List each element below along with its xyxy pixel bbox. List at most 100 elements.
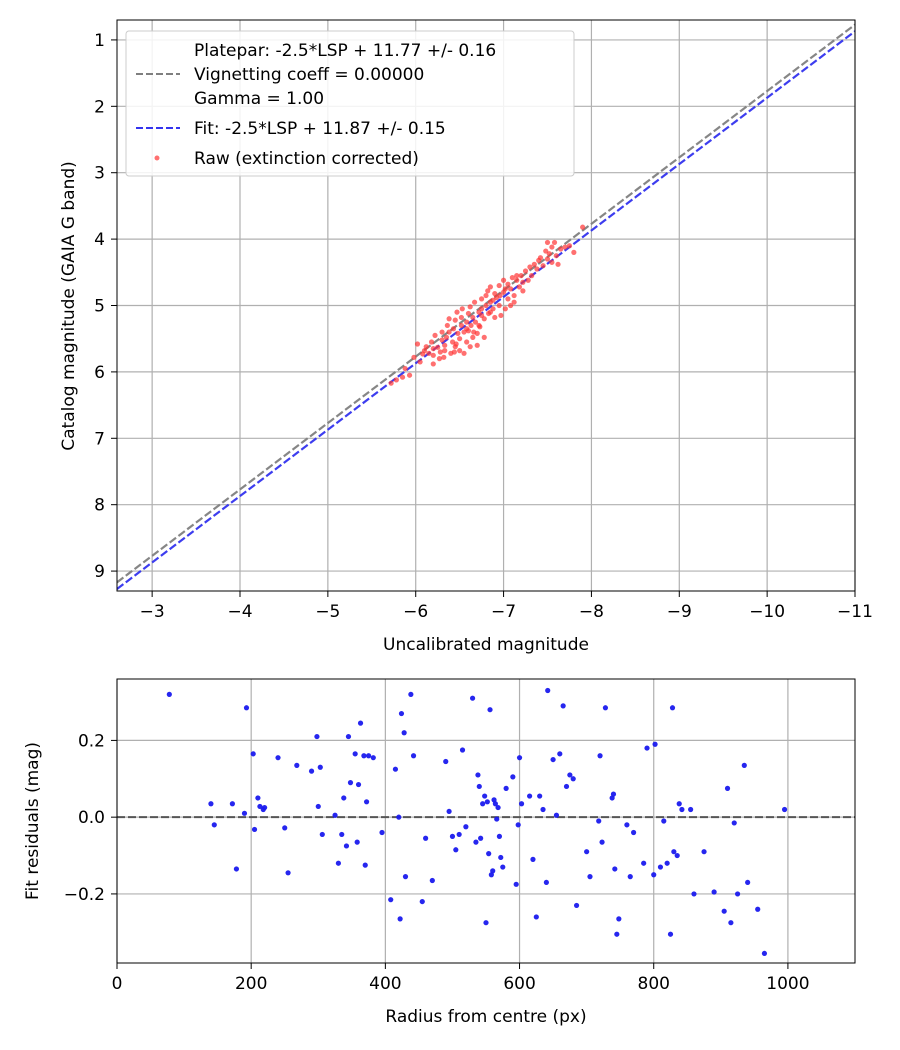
raw-star-point xyxy=(458,322,464,329)
raw-star-point xyxy=(457,348,463,354)
residual-point xyxy=(596,818,602,824)
residual-point xyxy=(398,710,405,717)
residual-point xyxy=(527,793,533,799)
bottom-x-tick-label: 0 xyxy=(112,974,123,994)
residual-point xyxy=(308,768,315,774)
residual-point xyxy=(365,753,372,759)
residual-point xyxy=(721,908,727,914)
residual-point xyxy=(449,833,456,839)
residual-point xyxy=(243,705,250,711)
top-scatter-points xyxy=(388,224,586,386)
residual-point xyxy=(341,795,347,801)
residual-point xyxy=(473,839,479,845)
raw-star-point xyxy=(511,292,517,299)
residual-point xyxy=(553,812,560,818)
residual-point xyxy=(339,831,345,838)
raw-star-point xyxy=(492,290,498,297)
raw-star-point xyxy=(483,302,489,309)
raw-star-point xyxy=(464,339,470,345)
raw-star-point xyxy=(516,284,522,290)
legend-platepar-line-2: Vignetting coeff = 0.00000 xyxy=(194,65,424,85)
magnitude-calibration-chart: −3 −4 −5 −6 −7 −8 −9 −10 −11 1 2 3 4 5 6 7 8 9 Uncalibrat… xyxy=(59,19,873,655)
residual-point xyxy=(602,705,609,711)
raw-star-point xyxy=(439,329,445,335)
top-x-tick-label: −7 xyxy=(491,602,516,622)
top-y-tick-label: 5 xyxy=(94,297,105,317)
residual-point xyxy=(401,730,407,736)
residual-point xyxy=(691,891,697,897)
raw-star-point xyxy=(479,306,485,312)
residual-point xyxy=(233,866,240,872)
residual-point xyxy=(361,753,367,759)
raw-star-point xyxy=(446,329,452,335)
raw-star-point xyxy=(505,281,511,287)
residual-point xyxy=(211,822,217,828)
raw-star-point xyxy=(430,346,436,352)
raw-star-point xyxy=(450,326,457,332)
residual-point xyxy=(644,745,650,751)
raw-star-point xyxy=(444,322,450,329)
raw-star-point xyxy=(426,350,432,356)
raw-star-point xyxy=(544,256,551,262)
raw-star-point xyxy=(487,284,493,290)
residual-point xyxy=(352,751,358,757)
residual-point xyxy=(664,860,670,866)
residual-point xyxy=(533,914,539,920)
raw-star-point xyxy=(451,349,457,355)
top-y-tick-label: 6 xyxy=(94,363,105,383)
residual-point xyxy=(370,755,376,761)
residual-point xyxy=(285,870,291,876)
raw-star-point xyxy=(529,273,535,279)
residual-point xyxy=(610,791,617,797)
residual-point xyxy=(781,806,788,813)
raw-star-point xyxy=(571,249,577,255)
raw-star-point xyxy=(534,266,540,272)
residual-point xyxy=(584,849,590,855)
raw-star-point xyxy=(417,359,423,365)
raw-star-point xyxy=(497,292,503,299)
residual-point xyxy=(557,751,563,757)
raw-star-point xyxy=(514,273,520,279)
residual-point xyxy=(483,920,489,926)
residual-point xyxy=(724,785,731,791)
bottom-x-tick-label: 200 xyxy=(235,974,267,994)
residual-point xyxy=(459,747,466,753)
raw-star-point xyxy=(461,350,467,356)
residual-point xyxy=(563,783,570,790)
raw-star-point xyxy=(432,332,438,338)
residual-point xyxy=(676,801,682,807)
top-y-axis-label: Catalog magnitude (GAIA G band) xyxy=(59,161,79,451)
raw-star-point xyxy=(393,377,399,383)
residual-point xyxy=(208,801,214,807)
residual-point xyxy=(241,810,248,816)
raw-star-point xyxy=(430,352,436,358)
bottom-x-tick-label: 800 xyxy=(638,974,670,994)
raw-star-point xyxy=(457,336,463,342)
raw-star-point xyxy=(476,322,482,329)
raw-star-point xyxy=(467,304,473,310)
raw-star-point xyxy=(459,306,465,312)
residual-point xyxy=(537,793,543,799)
raw-star-point xyxy=(566,243,573,249)
raw-star-point xyxy=(453,341,459,347)
top-x-tick-label: −4 xyxy=(227,602,252,622)
residual-point xyxy=(166,691,172,697)
residual-point xyxy=(402,874,409,880)
residual-point xyxy=(616,916,622,922)
residual-point xyxy=(362,862,368,868)
bottom-x-tick-label: 1000 xyxy=(766,974,809,994)
residual-point xyxy=(587,874,593,880)
residual-point xyxy=(355,781,362,788)
residual-point xyxy=(674,852,680,859)
residual-point xyxy=(494,816,500,822)
residual-point xyxy=(492,801,498,807)
residual-point xyxy=(624,822,630,828)
residual-point xyxy=(419,898,425,905)
bottom-y-tick-label: 0.2 xyxy=(78,731,105,751)
residual-point xyxy=(641,860,647,866)
top-y-tick-label: 9 xyxy=(94,562,105,582)
raw-star-point xyxy=(467,344,473,350)
raw-star-point xyxy=(496,302,502,309)
residual-point xyxy=(363,799,370,805)
raw-star-point xyxy=(527,264,533,270)
